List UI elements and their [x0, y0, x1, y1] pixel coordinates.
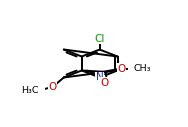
FancyBboxPatch shape: [95, 75, 105, 80]
Text: O: O: [117, 64, 125, 74]
Text: N: N: [96, 73, 104, 82]
Text: Cl: Cl: [94, 34, 105, 44]
FancyBboxPatch shape: [101, 80, 108, 85]
Text: CH₃: CH₃: [133, 64, 151, 73]
Text: O: O: [100, 78, 108, 88]
FancyBboxPatch shape: [32, 88, 45, 93]
FancyBboxPatch shape: [49, 85, 56, 89]
FancyBboxPatch shape: [118, 66, 125, 71]
FancyBboxPatch shape: [94, 36, 105, 41]
Text: O: O: [49, 82, 57, 92]
FancyBboxPatch shape: [128, 66, 139, 71]
Text: H₃C: H₃C: [21, 86, 38, 95]
